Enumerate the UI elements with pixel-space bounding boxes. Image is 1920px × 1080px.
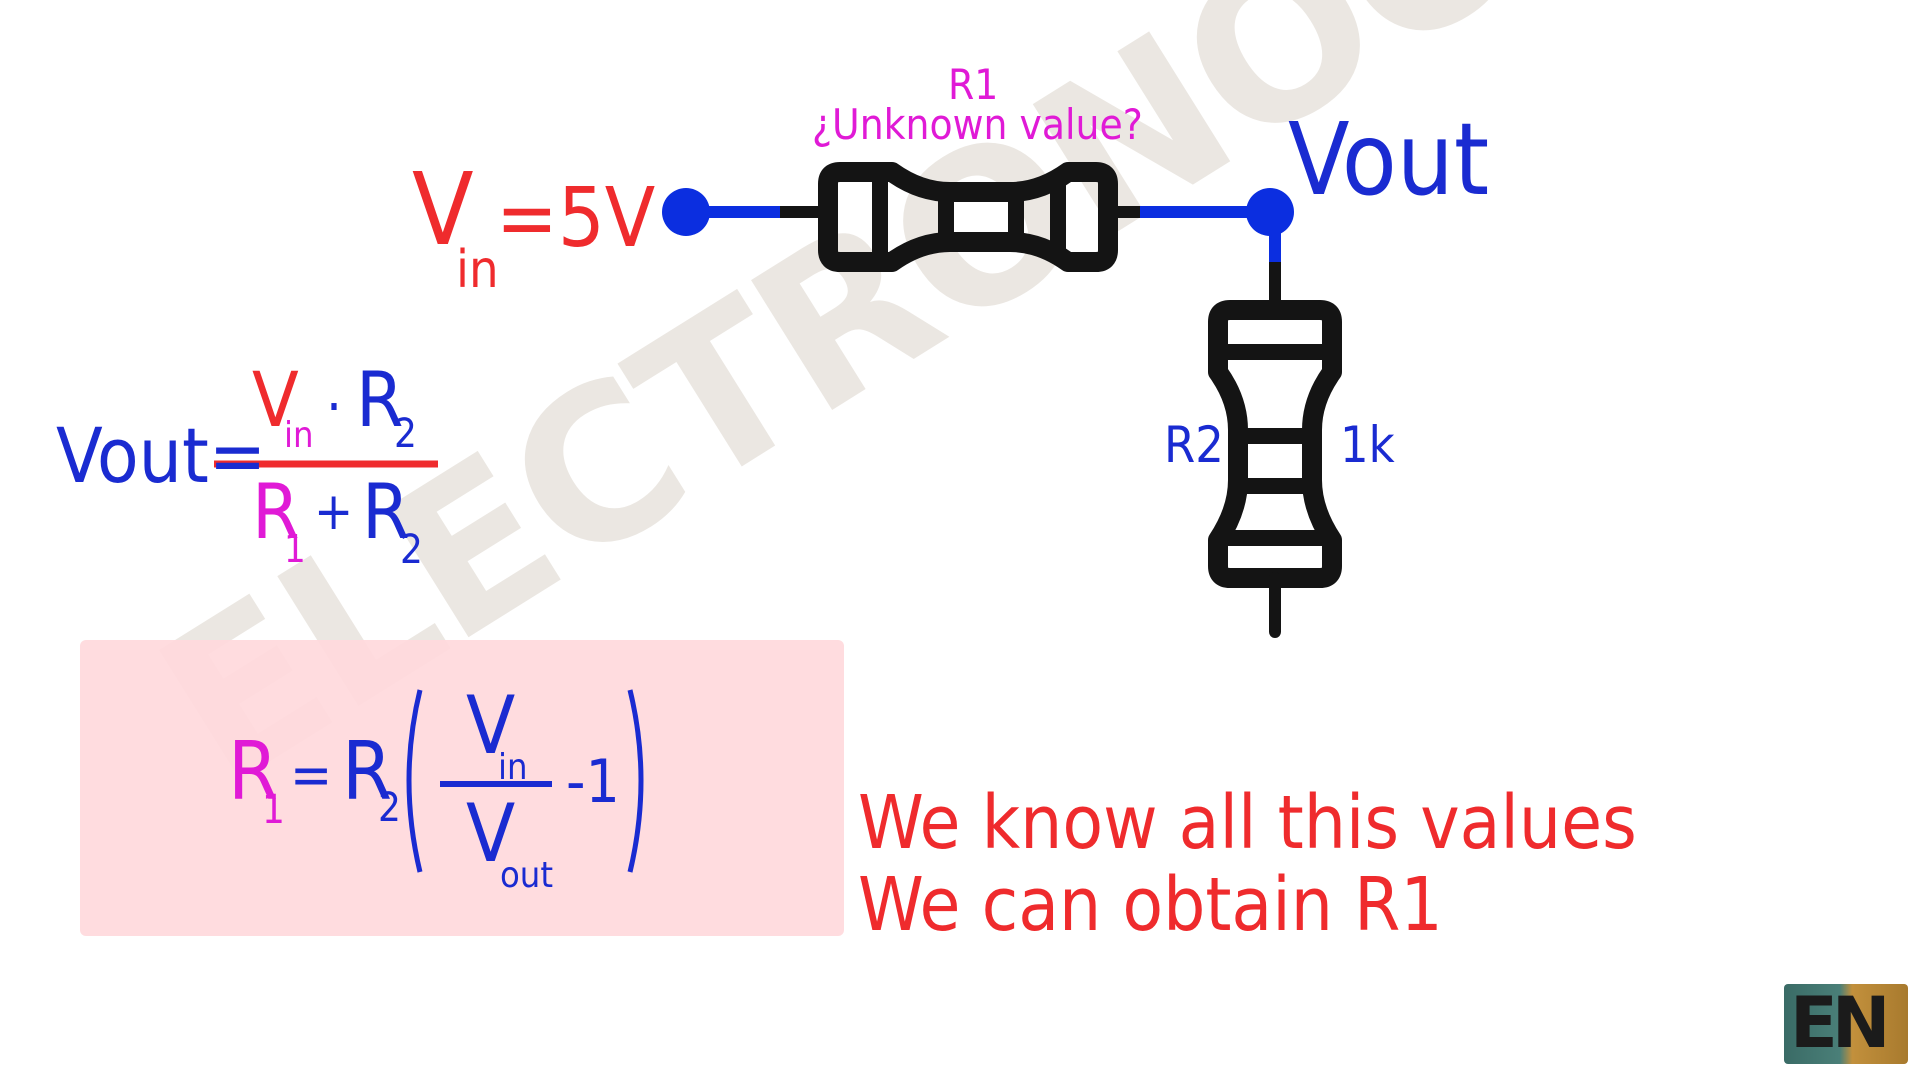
- formula1-den-r2: R: [362, 467, 410, 556]
- formula2-den-v-sub: out: [500, 855, 554, 896]
- electronoobs-logo-icon: EN: [1784, 984, 1908, 1064]
- r1-label: R1: [948, 60, 999, 109]
- formula1-den-plus: +: [314, 482, 354, 542]
- right-paren-icon: [627, 689, 644, 873]
- formula2-r1-sub: 1: [262, 787, 285, 833]
- formula1-den-r1-sub: 1: [284, 527, 306, 571]
- r1-resistor: [818, 162, 1118, 272]
- vin-value: =5V: [496, 171, 656, 266]
- formula1-den-r1: R: [252, 467, 300, 556]
- r2-label: R2: [1164, 416, 1224, 474]
- formula2-eq: =: [290, 743, 333, 808]
- formula2-minus-one: -1: [566, 747, 620, 817]
- r1-formula-box: [80, 640, 844, 936]
- formula2-r1: R: [228, 725, 278, 818]
- r2-value: 1k: [1340, 416, 1395, 474]
- r2-resistor: [1208, 300, 1342, 588]
- logo-text: EN: [1790, 982, 1890, 1064]
- note-line-1: We know all this values: [858, 780, 1637, 866]
- formula1-den-r2-sub: 2: [400, 527, 423, 573]
- formula2-r2-sub: 2: [378, 785, 401, 831]
- formula1-num-v: V: [252, 355, 299, 444]
- left-paren-icon: [406, 689, 423, 873]
- formula1-num-v-sub: in: [284, 415, 314, 456]
- formula1-num-r-sub: 2: [394, 411, 417, 457]
- formula2-num-v-sub: in: [498, 747, 528, 788]
- vout-label: Vout: [1288, 101, 1490, 218]
- formula1-num-r: R: [356, 355, 404, 444]
- r1-unknown-note: ¿Unknown value?: [812, 100, 1143, 149]
- formula2-den-v: V: [466, 787, 516, 880]
- note-line-2: We can obtain R1: [858, 862, 1443, 948]
- vin-symbol: V: [412, 151, 474, 268]
- formula2-r2: R: [342, 725, 392, 818]
- vin-subscript: in: [456, 240, 499, 300]
- formula1-num-dot: ·: [326, 375, 342, 440]
- formula1-lhs: Vout=: [56, 411, 267, 500]
- formula2-num-v: V: [466, 679, 516, 772]
